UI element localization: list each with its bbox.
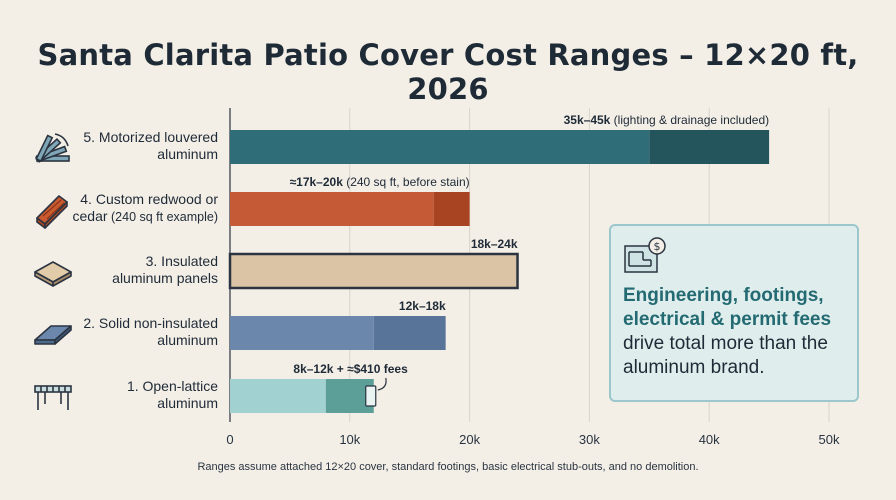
footnote: Ranges assume attached 12×20 cover, stan…	[197, 461, 699, 473]
category-label: 4. Custom redwood or cedar (240 sq ft exa…	[72, 191, 219, 224]
x-tick-label: 10k	[339, 432, 361, 447]
category-label: 2. Solid non-insulated aluminum	[83, 315, 218, 348]
bar-low-segment	[230, 316, 374, 350]
bar-range-segment	[433, 192, 470, 226]
panel-stack-icon	[34, 261, 72, 287]
bar-value-label: 18k–24k	[470, 237, 518, 251]
bar-low-segment	[230, 192, 434, 226]
x-tick-label: 50k	[818, 432, 840, 447]
bar-low-segment	[230, 130, 650, 164]
svg-text:$: $	[654, 240, 661, 253]
bar-low-segment	[230, 379, 326, 413]
louver-icon	[35, 133, 70, 163]
category-label: 3. Insulated aluminum panels	[112, 253, 218, 286]
fee-arrow	[377, 377, 387, 391]
callout-box: $ Engineering, footings, electrical & pe…	[609, 224, 859, 402]
bar-value-label: 8k–12k + ≈$410 fees	[293, 362, 408, 376]
pergola-icon	[34, 385, 72, 410]
bar-range-segment	[373, 316, 446, 350]
blueprint-cost-icon: $	[624, 237, 666, 273]
bar-value-label: ≈17k–20k (240 sq ft, before stain)	[289, 175, 470, 189]
bar-range	[228, 252, 519, 290]
flat-panel-icon	[34, 325, 72, 345]
x-tick-label: 0	[226, 432, 234, 447]
callout-highlight: Engineering, footings, electrical & perm…	[623, 285, 832, 330]
lumber-icon	[36, 195, 68, 229]
x-tick-label: 40k	[698, 432, 720, 447]
bar-value-label: 35k–45k (lighting & drainage included)	[563, 113, 770, 127]
x-tick-label: 20k	[459, 432, 481, 447]
category-label: 5. Motorized louvered aluminum	[83, 129, 218, 162]
bar-value-label: 12k–18k	[398, 299, 446, 313]
category-label: 1. Open-lattice aluminum	[126, 378, 218, 411]
x-tick-label: 30k	[578, 432, 600, 447]
bar-range-segment	[649, 130, 770, 164]
fee-marker	[365, 385, 377, 407]
chart-title: Santa Clarita Patio Cover Cost Ranges – …	[37, 38, 859, 106]
callout-body: drive total more than the aluminum brand…	[623, 333, 828, 378]
